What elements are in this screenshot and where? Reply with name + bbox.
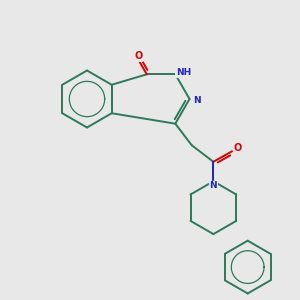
Text: N: N xyxy=(210,181,217,190)
Text: N: N xyxy=(193,96,201,105)
Text: NH: NH xyxy=(176,68,191,77)
Text: O: O xyxy=(134,51,143,62)
Text: O: O xyxy=(233,143,242,153)
